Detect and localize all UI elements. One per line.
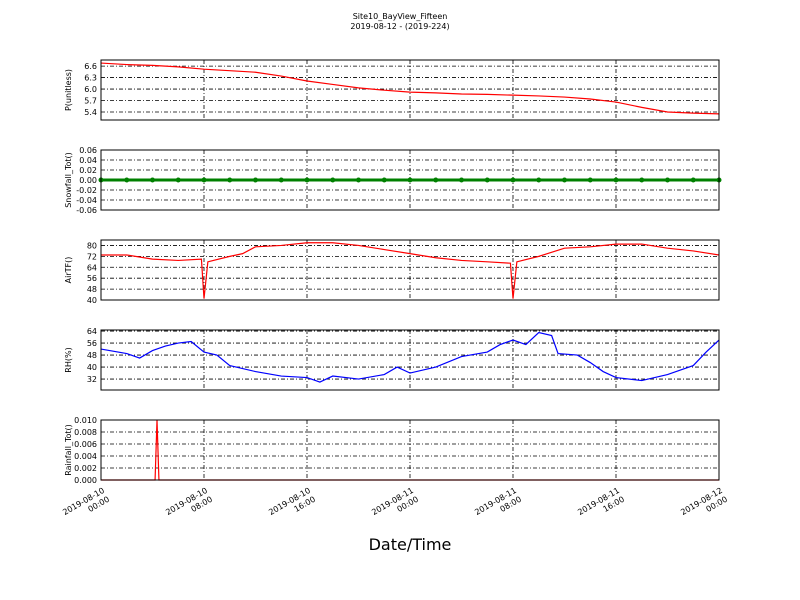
plot-frame (100, 59, 720, 121)
y-tick-label: 6.0 (84, 85, 97, 94)
plot-frame (100, 239, 720, 301)
y-tick-label: 48 (87, 285, 97, 294)
y-axis-label: Snowfall_Tot() (64, 152, 73, 208)
y-tick-label: 0.02 (79, 166, 97, 175)
data-point (407, 177, 413, 183)
y-tick-label: 0.00 (79, 176, 97, 185)
data-point (510, 177, 516, 183)
data-line (101, 242, 720, 299)
data-line (100, 331, 720, 383)
data-point (639, 177, 645, 183)
y-tick-label: -0.02 (76, 186, 97, 195)
data-point (690, 177, 696, 183)
y-tick-label: 80 (87, 241, 97, 250)
y-tick-label: 0.008 (74, 428, 97, 437)
data-point (587, 177, 593, 183)
y-tick-label: 72 (87, 252, 97, 261)
data-point (278, 177, 284, 183)
y-axis-label: AirTF() (64, 257, 73, 284)
y-tick-label: 64 (87, 263, 97, 272)
data-point (175, 177, 181, 183)
y-tick-label: 56 (87, 274, 97, 283)
y-tick-label: 6.6 (84, 62, 97, 71)
y-tick-label: 40 (87, 296, 97, 305)
data-point (562, 177, 567, 183)
y-tick-label: 0.004 (74, 452, 97, 461)
data-point (253, 177, 258, 183)
data-point (433, 177, 439, 183)
plot-frame (100, 329, 720, 391)
y-axis-label: P(unitless) (64, 69, 73, 111)
title: Site10_BayView_Fifteen (353, 12, 448, 21)
y-tick-label: 32 (87, 375, 97, 384)
data-point (304, 177, 310, 183)
data-point (356, 177, 361, 183)
data-point (227, 177, 233, 183)
y-tick-label: 0.04 (79, 156, 97, 165)
y-tick-label: 48 (87, 351, 97, 360)
y-axis-label: RH(%) (64, 347, 73, 372)
data-point (150, 177, 155, 183)
y-tick-label: 5.7 (84, 97, 97, 106)
data-point (665, 177, 670, 183)
data-point (124, 177, 130, 183)
x-axis-label: Date/Time (369, 535, 452, 554)
y-tick-label: 56 (87, 339, 97, 348)
y-tick-label: -0.06 (76, 206, 97, 215)
data-point (613, 177, 619, 183)
y-axis-label: Rainfall_Tot() (64, 424, 73, 476)
y-tick-label: 0.006 (74, 440, 97, 449)
data-line (100, 62, 720, 115)
data-point (381, 177, 387, 183)
subtitle: 2019-08-12 - (2019-224) (350, 22, 449, 31)
y-tick-label: 6.3 (84, 74, 97, 83)
y-tick-label: 0.002 (74, 464, 97, 473)
y-tick-label: 5.4 (84, 108, 97, 117)
data-point (536, 177, 542, 183)
y-tick-label: -0.04 (76, 196, 97, 205)
data-point (330, 177, 336, 183)
y-tick-label: 64 (87, 327, 97, 336)
data-point (201, 177, 207, 183)
y-tick-label: 0.000 (74, 476, 97, 485)
plot-frame (100, 419, 720, 481)
data-point (484, 177, 490, 183)
y-tick-label: 40 (87, 363, 97, 372)
y-tick-label: 0.010 (74, 416, 97, 425)
plot-frame (100, 149, 720, 211)
y-tick-label: 0.06 (79, 146, 97, 155)
data-point (459, 177, 464, 183)
